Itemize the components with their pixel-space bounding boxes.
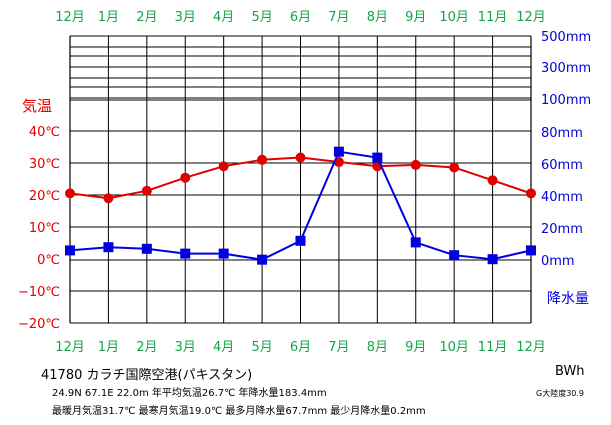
month-label-bottom: 10月 [439,340,469,355]
month-label-bottom: 9月 [405,340,426,355]
station-label: カラチ国際空港(パキスタン) [86,368,253,383]
temperature-point [141,185,152,196]
temperature-point [449,162,460,173]
station-code: 41780 [41,368,83,383]
month-label-top: 12月 [516,10,546,25]
month-label-bottom: 12月 [55,340,85,355]
month-label-top: 4月 [213,10,234,25]
temperature-point [487,175,498,186]
month-label-top: 5月 [251,10,272,25]
precip-axis-label: 降水量 [547,291,589,307]
precip-tick-label: 20mm [541,222,583,237]
precipitation-point [257,254,268,265]
temp-tick-label: 40℃ [29,125,60,140]
precip-upper-tick-label: 500mm [541,30,591,45]
precip-upper-tick-label: 300mm [541,61,591,76]
temperature-point [103,193,114,204]
temp-tick-label: 20℃ [29,189,60,204]
month-label-bottom: 3月 [175,340,196,355]
precip-upper-tick-label: 100mm [541,93,591,108]
precipitation-point [526,245,536,256]
month-label-top: 12月 [55,10,85,25]
month-label-bottom: 5月 [251,340,272,355]
temperature-point [295,152,306,163]
month-label-top: 10月 [439,10,469,25]
month-label-top: 11月 [478,10,508,25]
temp-tick-label: 10℃ [29,221,60,236]
temp-tick-label: 0℃ [37,253,60,268]
precip-tick-label: 60mm [541,158,583,173]
month-label-top: 9月 [405,10,426,25]
precipitation-point [65,245,75,256]
temperature-point [218,161,229,172]
temp-axis-label: 気温 [22,97,52,115]
precipitation-point [218,248,229,259]
month-label-top: 2月 [136,10,157,25]
station-stats-line-1: 24.9N 67.1E 22.0m 年平均気温26.7℃ 年降水量183.4mm [52,388,327,399]
temperature-point [257,154,268,165]
temp-tick-label: −10℃ [18,285,60,300]
station-stats-line-2: 最暖月気温31.7℃ 最寒月気温19.0℃ 最多月降水量67.7mm 最少月降水… [52,406,426,417]
month-label-top: 8月 [367,10,388,25]
precipitation-point [141,243,152,254]
precipitation-point [372,152,383,163]
month-label-bottom: 12月 [516,340,546,355]
climate-classification: BWh [555,364,585,379]
temp-tick-label: −20℃ [18,317,60,332]
precipitation-point [295,235,306,246]
temp-tick-label: 30℃ [29,157,60,172]
month-label-top: 7月 [328,10,349,25]
temperature-point [180,172,191,183]
month-label-bottom: 11月 [478,340,508,355]
station-name: 41780 カラチ国際空港(パキスタン) [41,364,252,383]
month-label-bottom: 7月 [328,340,349,355]
precipitation-point [103,242,114,253]
month-label-bottom: 8月 [367,340,388,355]
month-label-top: 3月 [175,10,196,25]
precipitation-point [333,146,344,157]
month-label-bottom: 2月 [136,340,157,355]
precip-tick-label: 0mm [541,254,575,269]
month-label-bottom: 1月 [98,340,119,355]
precip-tick-label: 40mm [541,190,583,205]
precipitation-point [410,237,421,248]
temperature-point [65,188,75,199]
continentality-index: G大陸度30.9 [536,389,585,398]
precipitation-point [180,248,191,259]
month-label-top: 6月 [290,10,311,25]
month-label-bottom: 4月 [213,340,234,355]
precip-tick-label: 80mm [541,126,583,141]
temperature-point [410,159,421,170]
month-label-bottom: 6月 [290,340,311,355]
precipitation-point [449,250,460,261]
precipitation-point [487,254,498,265]
temperature-point [526,188,536,199]
month-label-top: 1月 [98,10,119,25]
